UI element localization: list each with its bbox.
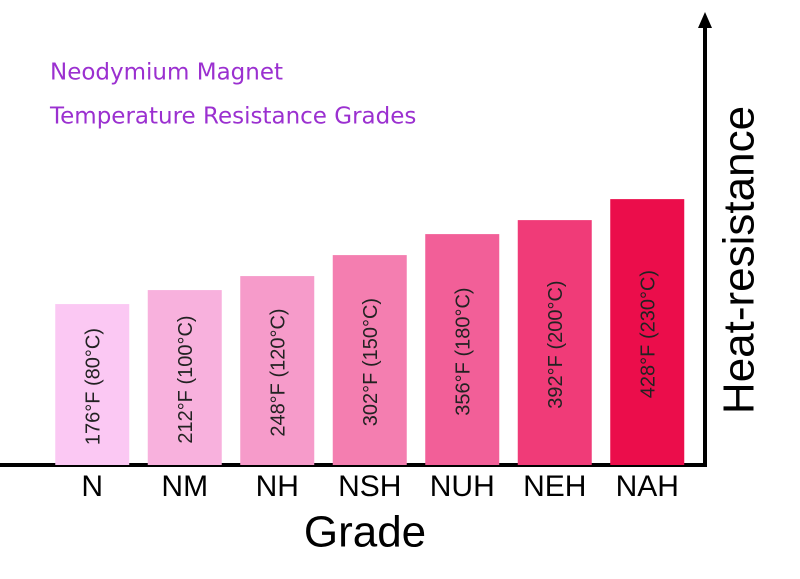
- value-label: 428°F (230°C): [638, 270, 660, 398]
- axis-arrow: [698, 12, 712, 28]
- x-tick-label: N: [81, 470, 103, 503]
- bar: [517, 220, 592, 465]
- bar: [610, 199, 685, 465]
- y-axis-label: Heat-resistance: [715, 106, 764, 414]
- value-label: 392°F (200°C): [545, 280, 567, 408]
- value-label: 356°F (180°C): [453, 287, 475, 415]
- value-label: 212°F (100°C): [175, 315, 197, 443]
- chart-subtitle: Temperature Resistance Grades: [49, 104, 416, 130]
- value-label: 302°F (150°C): [360, 298, 382, 426]
- bar: [240, 276, 315, 465]
- bar: [425, 234, 500, 465]
- value-label: 248°F (120°C): [268, 308, 290, 436]
- x-tick-label: NEH: [523, 470, 586, 503]
- bar: [147, 290, 222, 465]
- x-tick-label: NM: [161, 470, 208, 503]
- x-tick-label: NSH: [338, 470, 401, 503]
- x-tick-label: NH: [256, 470, 299, 503]
- bar: [55, 304, 130, 465]
- x-tick-label: NAH: [616, 470, 679, 503]
- bar: [332, 255, 407, 465]
- x-tick-label: NUH: [430, 470, 495, 503]
- x-axis-label: Grade: [304, 508, 426, 557]
- value-label: 176°F (80°C): [83, 328, 105, 445]
- chart-title: Neodymium Magnet: [50, 60, 283, 86]
